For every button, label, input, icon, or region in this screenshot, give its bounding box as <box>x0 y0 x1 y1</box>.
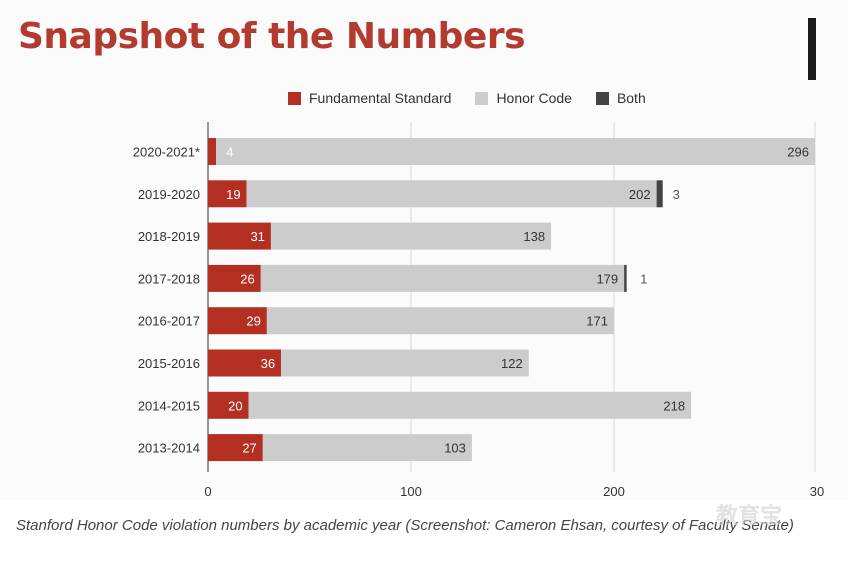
bar-both <box>624 264 627 292</box>
image-caption: Stanford Honor Code violation numbers by… <box>16 517 794 534</box>
legend-swatch-honor-code <box>475 91 489 105</box>
bar-honor-code <box>262 434 472 462</box>
bar-honor-code <box>266 307 614 335</box>
watermark: 教育宝 <box>716 503 783 528</box>
data-label-fundamental: 29 <box>246 314 260 329</box>
x-tick-label: 0 <box>204 484 211 499</box>
legend-label-fundamental: Fundamental Standard <box>309 90 452 106</box>
legend-item-honor-code: Honor Code <box>475 90 572 106</box>
bar-fundamental <box>208 264 261 292</box>
bar-honor-code <box>246 180 657 208</box>
data-label-fundamental: 36 <box>261 356 275 371</box>
x-tick-label: 200 <box>603 484 625 499</box>
category-label: 2019-2020 <box>138 187 200 202</box>
legend-swatch-both <box>595 91 609 105</box>
bar-fundamental <box>208 180 247 208</box>
data-label-fundamental: 27 <box>242 441 256 456</box>
data-label-honor-code: 202 <box>629 187 651 202</box>
x-tick-label: 30 <box>810 484 824 499</box>
video-thumbnail-edge <box>808 18 816 80</box>
legend-label-both: Both <box>616 90 646 106</box>
data-label-honor-code: 171 <box>586 314 608 329</box>
category-label: 2020-2021* <box>133 145 200 160</box>
bar-fundamental <box>208 391 249 419</box>
data-label-honor-code: 218 <box>663 398 685 413</box>
bar-fundamental <box>208 222 271 250</box>
bar-fundamental <box>208 434 263 462</box>
data-label-honor-code: 103 <box>444 441 466 456</box>
data-label-both: 1 <box>640 271 647 286</box>
bar-chart: 0 100 200 30 2020-2021* 4 296 2019-2020 19 202 3 20… <box>133 122 824 499</box>
bar-fundamental <box>208 138 217 165</box>
data-label-fundamental: 4 <box>226 145 233 160</box>
category-label: 2016-2017 <box>138 314 200 329</box>
legend-item-fundamental: Fundamental Standard <box>288 90 451 106</box>
bar-honor-code <box>216 138 815 165</box>
x-tick-label: 100 <box>400 484 422 499</box>
bar-honor-code <box>281 349 529 377</box>
data-label-honor-code: 296 <box>787 145 809 160</box>
data-label-both: 3 <box>673 187 680 202</box>
legend-label-honor-code: Honor Code <box>496 90 572 106</box>
category-label: 2013-2014 <box>138 441 200 456</box>
data-label-honor-code: 122 <box>501 356 523 371</box>
bar-honor-code <box>248 391 692 419</box>
bar-honor-code <box>260 264 625 292</box>
category-label: 2017-2018 <box>138 271 200 286</box>
category-label: 2014-2015 <box>138 398 200 413</box>
category-label: 2018-2019 <box>138 229 200 244</box>
legend-item-both: Both <box>595 90 646 106</box>
legend-swatch-fundamental <box>288 91 301 105</box>
bar-honor-code <box>270 222 552 250</box>
bar-fundamental <box>208 307 267 335</box>
data-label-honor-code: 138 <box>523 229 545 244</box>
chart-legend: Fundamental Standard Honor Code Both <box>288 90 646 106</box>
bar-both <box>656 180 663 208</box>
data-label-fundamental: 31 <box>250 229 264 244</box>
data-label-fundamental: 19 <box>226 187 240 202</box>
chart-title: Snapshot of the Numbers <box>18 16 526 57</box>
data-label-honor-code: 179 <box>596 271 618 286</box>
category-label: 2015-2016 <box>138 356 200 371</box>
data-label-fundamental: 26 <box>240 271 254 286</box>
bar-fundamental <box>208 349 282 377</box>
data-label-fundamental: 20 <box>228 398 242 413</box>
